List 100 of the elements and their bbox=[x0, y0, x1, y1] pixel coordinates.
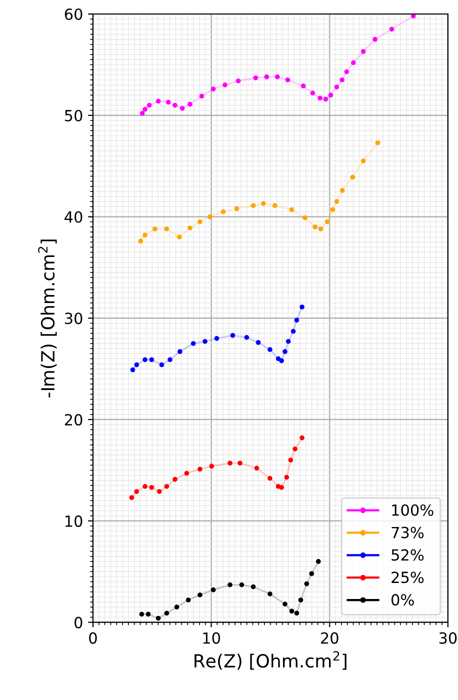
point bbox=[324, 219, 330, 224]
y-axis-title: -Im(Z) [Ohm.cm$^{2}$] bbox=[38, 240, 57, 398]
point bbox=[228, 582, 232, 588]
x-tick-label: 10 bbox=[203, 632, 220, 644]
point bbox=[210, 587, 216, 592]
point bbox=[285, 77, 290, 82]
point bbox=[142, 232, 148, 238]
point bbox=[276, 484, 281, 489]
point bbox=[309, 571, 314, 576]
point bbox=[139, 612, 144, 617]
point bbox=[350, 60, 356, 66]
point bbox=[186, 598, 191, 602]
point bbox=[288, 458, 294, 463]
point bbox=[134, 362, 140, 368]
point bbox=[264, 74, 270, 80]
x-tick-label: 0 bbox=[89, 632, 97, 644]
x-axis-title: Re(Z) [Ohm.cm$^{2}$] bbox=[194, 651, 346, 670]
y-tick-label: 50 bbox=[64, 110, 82, 122]
point bbox=[290, 328, 296, 334]
point bbox=[188, 225, 192, 230]
point bbox=[330, 207, 336, 212]
point bbox=[176, 234, 182, 240]
point bbox=[282, 349, 288, 354]
point bbox=[344, 69, 350, 74]
point bbox=[130, 367, 136, 372]
point bbox=[180, 106, 185, 111]
point bbox=[146, 612, 151, 617]
point bbox=[156, 98, 161, 104]
point bbox=[156, 616, 161, 621]
point bbox=[238, 460, 242, 466]
point bbox=[279, 485, 284, 490]
point bbox=[234, 206, 240, 212]
point bbox=[142, 484, 148, 489]
point bbox=[304, 581, 310, 586]
point bbox=[268, 347, 272, 352]
point bbox=[318, 96, 322, 101]
point bbox=[375, 140, 380, 146]
point bbox=[146, 102, 152, 108]
point bbox=[168, 357, 172, 362]
point bbox=[282, 602, 288, 606]
point bbox=[286, 339, 291, 344]
point bbox=[198, 219, 202, 224]
point bbox=[292, 446, 298, 452]
point bbox=[279, 358, 284, 364]
point bbox=[350, 174, 356, 180]
point bbox=[198, 592, 202, 598]
point bbox=[300, 304, 304, 310]
point bbox=[190, 341, 196, 346]
point bbox=[142, 106, 148, 112]
point bbox=[360, 49, 366, 54]
legend-label: 100% bbox=[392, 504, 434, 516]
point bbox=[410, 14, 416, 18]
legend-label: 52% bbox=[392, 549, 424, 561]
point bbox=[222, 82, 228, 88]
point bbox=[149, 357, 154, 362]
x-tick-label: 30 bbox=[439, 632, 457, 644]
point bbox=[372, 36, 378, 42]
point bbox=[298, 598, 304, 602]
point bbox=[340, 188, 345, 193]
point bbox=[214, 336, 220, 341]
point bbox=[302, 215, 308, 220]
point bbox=[268, 476, 272, 481]
point bbox=[268, 591, 272, 596]
point bbox=[174, 604, 180, 610]
point bbox=[334, 84, 340, 90]
point bbox=[199, 94, 204, 99]
legend-label: 25% bbox=[392, 572, 424, 584]
point bbox=[289, 608, 294, 614]
point bbox=[149, 485, 154, 490]
point bbox=[256, 340, 261, 345]
point bbox=[140, 110, 145, 116]
point bbox=[312, 224, 318, 230]
point bbox=[172, 102, 178, 108]
point bbox=[209, 464, 214, 469]
y-tick-label: 0 bbox=[74, 616, 82, 628]
point bbox=[164, 226, 170, 232]
point bbox=[276, 356, 281, 362]
point bbox=[389, 26, 394, 32]
point bbox=[198, 466, 202, 472]
point bbox=[239, 582, 244, 588]
point bbox=[184, 470, 190, 476]
legend-label: 73% bbox=[392, 526, 424, 538]
point bbox=[260, 201, 266, 206]
point bbox=[323, 96, 328, 102]
point bbox=[300, 435, 304, 440]
point bbox=[129, 495, 134, 500]
point bbox=[202, 339, 208, 344]
point bbox=[300, 84, 306, 88]
point bbox=[294, 318, 300, 323]
point bbox=[360, 158, 366, 164]
y-tick-label: 20 bbox=[64, 414, 82, 426]
point bbox=[272, 203, 278, 208]
point bbox=[152, 226, 158, 232]
y-tick-label: 40 bbox=[64, 211, 82, 223]
legend-label: 0% bbox=[392, 594, 414, 606]
point bbox=[294, 610, 300, 616]
point bbox=[164, 484, 170, 489]
point bbox=[254, 466, 260, 471]
point bbox=[208, 214, 212, 220]
point bbox=[236, 78, 241, 84]
